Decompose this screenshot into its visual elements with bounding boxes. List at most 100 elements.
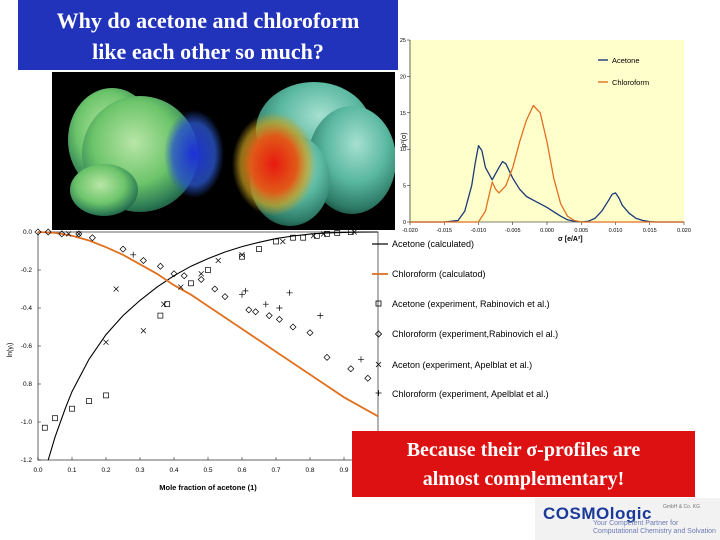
acetone-calculated-line bbox=[47, 231, 379, 461]
chloroform-rabinovich-point bbox=[211, 285, 219, 293]
acetone-apelblat-point bbox=[198, 271, 204, 277]
legend-chloroform-calc-label: Chloroform (calculatod) bbox=[392, 269, 486, 279]
chloroform-rabinovich-point bbox=[58, 230, 66, 238]
acetone-apelblat-point bbox=[140, 328, 147, 334]
acetone-rabinovich-point bbox=[86, 398, 92, 404]
acetone-rabinovich-point bbox=[188, 280, 194, 287]
acetone-rabinovich-point bbox=[52, 415, 58, 422]
legend-plus-marker bbox=[375, 390, 382, 396]
chloroform-rabinovich-point bbox=[289, 323, 297, 331]
chloroform-rabinovich-point bbox=[180, 272, 188, 280]
chloroform-apelblat-point bbox=[286, 289, 293, 296]
chloroform-apelblat-point bbox=[239, 291, 245, 298]
sigma-x-axis-label: σ [e/A²] bbox=[558, 236, 583, 243]
callout-line2: almost complementary! bbox=[422, 468, 625, 490]
chloroform-rabinovich-point bbox=[170, 270, 178, 278]
slide-title: Why do acetone and chloroform like each … bbox=[18, 0, 398, 70]
acetone-rabinovich-point bbox=[256, 246, 262, 252]
acetone-rabinovich-point bbox=[334, 230, 341, 236]
acetone-apelblat-point bbox=[310, 233, 317, 239]
acetone-apelblat-point bbox=[239, 252, 245, 258]
acetone-apelblat-point bbox=[161, 301, 167, 307]
acetone-rabinovich-point bbox=[273, 238, 279, 245]
legend-acetone-calc-label: Acetone (calculated) bbox=[392, 239, 474, 249]
ln-y-tick-label: 0.8 bbox=[23, 381, 32, 388]
ln-y-tick-label: -1.0 bbox=[21, 419, 33, 426]
ln-x-tick-label: 0.9 bbox=[339, 467, 348, 474]
chloroform-apelblat-point bbox=[317, 312, 324, 319]
acetone-rabinovich-point bbox=[347, 229, 354, 235]
chloroform-rabinovich-point bbox=[323, 353, 331, 361]
legend-acetone-apelblat-text: Aceton (experiment, Apelblat et al.) bbox=[392, 360, 532, 370]
sigma-x-tick-label: 0.015 bbox=[643, 228, 657, 234]
ln-plot-frame bbox=[37, 231, 379, 461]
acetone-rabinovich-point bbox=[324, 231, 330, 237]
chloroform-calculated-line bbox=[37, 231, 379, 418]
ln-x-tick-label: 0.5 bbox=[203, 467, 212, 474]
acetone-apelblat-point bbox=[320, 231, 327, 237]
chloroform-rabinovich-point bbox=[88, 234, 96, 242]
chloroform-rabinovich-point bbox=[252, 308, 260, 316]
chloroform-rabinovich-point bbox=[347, 365, 355, 373]
sigma-y-tick-label: 25 bbox=[400, 38, 406, 44]
ln-x-tick-label: 0.8 bbox=[305, 467, 314, 474]
legend-acetone-rabinovich-text: Acetone (experiment, Rabinovich et al.) bbox=[392, 299, 550, 309]
sigma-x-tick-label: -0.005 bbox=[505, 228, 521, 234]
acetone-rabinovich-point bbox=[290, 234, 296, 241]
legend-acetone-apelblat-label: Aceton (experiment, Apelblat et al.) bbox=[392, 360, 532, 370]
chloroform-apelblat-point bbox=[130, 251, 137, 258]
logo-suffix: GmbH & Co. KG bbox=[663, 504, 700, 510]
ln-y-tick-label: -0.2 bbox=[21, 267, 33, 274]
ln-x-tick-label: 0.4 bbox=[169, 467, 178, 474]
chloroform-rabinovich-point bbox=[364, 374, 372, 382]
acetone-apelblat-point bbox=[178, 284, 184, 290]
callout-line1: Because their σ-profiles are bbox=[406, 439, 641, 461]
legend-chloroform-rabinovich-text: Chloroform (experiment,Rabinovich el al.… bbox=[392, 329, 558, 339]
slide-title-line1: Why do acetone and chloroform bbox=[56, 8, 360, 33]
ln-x-tick-label: 0.1 bbox=[67, 467, 76, 474]
chloroform-rabinovich-point bbox=[156, 262, 164, 270]
sigma-x-tick-label: 0.020 bbox=[677, 228, 691, 234]
chloroform-rabinovich-point bbox=[265, 312, 273, 320]
legend-square-marker bbox=[375, 300, 382, 307]
legend-x-marker bbox=[375, 361, 382, 368]
acetone-rabinovich-point bbox=[300, 234, 307, 241]
chloroform-rabinovich-point bbox=[139, 257, 147, 264]
chloroform-apelblat-point bbox=[358, 356, 364, 363]
acetone-rabinovich-point bbox=[205, 267, 211, 273]
sigma-y-tick-label: 0 bbox=[403, 220, 406, 226]
ln-x-tick-label: 0.2 bbox=[101, 467, 110, 474]
legend-acetone-rabinovich-label: Acetone (experiment, Rabinovich et al.) bbox=[392, 299, 550, 309]
conclusion-callout: Because their σ-profiles are almost comp… bbox=[352, 431, 695, 497]
chloroform-rabinovich-point bbox=[75, 230, 83, 238]
chloroform-rabinovich-point bbox=[119, 245, 127, 253]
logo-tagline-line1: Your Competent Partner for bbox=[593, 520, 679, 527]
sigma-profile-chart: -0.020 -0.015 -0.010 -0.005 0.000 0.005 0.010 0… bbox=[400, 38, 691, 243]
ln-x-tick-label: 0.3 bbox=[135, 467, 144, 474]
acetone-apelblat-point bbox=[113, 286, 119, 292]
acetone-apelblat-point bbox=[76, 231, 82, 237]
ln-x-tick-label: 0.7 bbox=[271, 467, 280, 474]
chloroform-rabinovich-point bbox=[34, 228, 42, 236]
legend-chloroform-apelblat-label: Chloroform (experiment, Apelblat et al.) bbox=[392, 389, 549, 399]
sigma-plot-area bbox=[410, 40, 684, 222]
ln-y-axis-label: ln(γᵢ) bbox=[7, 343, 14, 358]
chloroform-rabinovich-point bbox=[197, 276, 205, 283]
ln-y-tick-label: 0.0 bbox=[23, 229, 32, 236]
chloroform-rabinovich-point bbox=[306, 329, 314, 337]
sigma-y-tick-label: 20 bbox=[400, 74, 406, 80]
sigma-x-tick-label: 0.005 bbox=[574, 228, 588, 234]
acetone-apelblat-point bbox=[280, 238, 286, 245]
sigma-x-tick-label: -0.020 bbox=[402, 228, 418, 234]
acetone-surface bbox=[68, 88, 224, 216]
logo-tagline: Your Competent Partner for Computational… bbox=[593, 520, 716, 536]
chloroform-rabinovich-point bbox=[275, 315, 283, 323]
acetone-apelblat-point bbox=[103, 339, 109, 345]
sigma-series-chloroform-line bbox=[410, 104, 684, 223]
cosmologic-logo: COSMOlogic GmbH & Co. KG Your Competent … bbox=[535, 498, 720, 540]
ln-x-axis-label: Mole fraction of acetone (1) bbox=[159, 483, 257, 492]
sigma-x-tick-label: 0.000 bbox=[540, 228, 554, 234]
ln-x-tick-label: 0.0 bbox=[33, 467, 42, 474]
acetone-apelblat-point bbox=[351, 229, 357, 235]
legend-diamond-marker bbox=[374, 330, 383, 338]
